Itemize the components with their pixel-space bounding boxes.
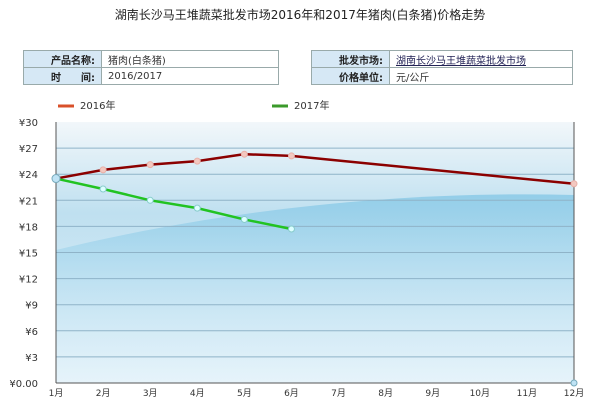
product-label: 产品名称: <box>23 50 102 68</box>
x-tick-label: 6月 <box>284 388 299 399</box>
y-tick-label: ¥30 <box>19 118 38 129</box>
y-tick-label: ¥21 <box>19 196 38 207</box>
data-point <box>240 215 248 223</box>
x-tick-label: 1月 <box>49 388 64 399</box>
y-tick-label: ¥6 <box>25 327 38 338</box>
end-marker <box>570 379 578 387</box>
x-tick-label: 7月 <box>331 388 346 399</box>
y-tick-label: ¥12 <box>19 275 38 286</box>
data-point <box>570 180 578 188</box>
data-point <box>287 152 295 160</box>
market-link[interactable]: 湖南长沙马王堆蔬菜批发市场 <box>396 55 526 67</box>
page-title: 湖南长沙马王堆蔬菜批发市场2016年和2017年猪肉(白条猪)价格走势 <box>114 8 486 22</box>
time-value: 2016/2017 <box>101 67 279 85</box>
y-tick-label: ¥15 <box>19 249 38 260</box>
x-tick-label: 8月 <box>378 388 393 399</box>
legend-label: 2016年 <box>80 99 115 112</box>
x-tick-label: 9月 <box>425 388 440 399</box>
time-label: 时 间: <box>23 67 102 85</box>
x-tick-label: 10月 <box>470 388 490 399</box>
unit-value: 元/公斤 <box>389 67 573 85</box>
y-tick-label: ¥9 <box>25 301 38 312</box>
x-tick-label: 12月 <box>564 388 584 399</box>
x-tick-label: 4月 <box>190 388 205 399</box>
series-line-2017年 <box>55 177 292 231</box>
data-point <box>287 225 295 233</box>
x-tick-label: 5月 <box>237 388 252 399</box>
y-tick-label: ¥18 <box>19 222 38 233</box>
x-tick-label: 3月 <box>143 388 158 399</box>
y-tick-label: ¥3 <box>25 353 38 364</box>
start-marker <box>51 174 61 184</box>
product-info-table: 产品名称: 猪肉(白条猪) 时 间: 2016/2017 <box>23 50 279 85</box>
data-point <box>193 204 201 212</box>
data-point <box>99 185 107 193</box>
data-point <box>99 166 107 174</box>
x-tick-label: 2月 <box>96 388 111 399</box>
data-point <box>146 196 154 204</box>
data-point <box>240 150 248 158</box>
market-info-table: 批发市场: 湖南长沙马王堆蔬菜批发市场 价格单位: 元/公斤 <box>311 50 573 85</box>
y-tick-label: ¥24 <box>19 170 38 181</box>
market-label: 批发市场: <box>311 50 390 68</box>
x-tick-label: 11月 <box>517 388 537 399</box>
y-tick-label: ¥0.00 <box>9 379 38 390</box>
legend-label: 2017年 <box>294 99 329 112</box>
background-wave <box>56 194 574 383</box>
data-point <box>146 161 154 169</box>
y-tick-label: ¥27 <box>19 144 38 155</box>
data-point <box>193 157 201 165</box>
